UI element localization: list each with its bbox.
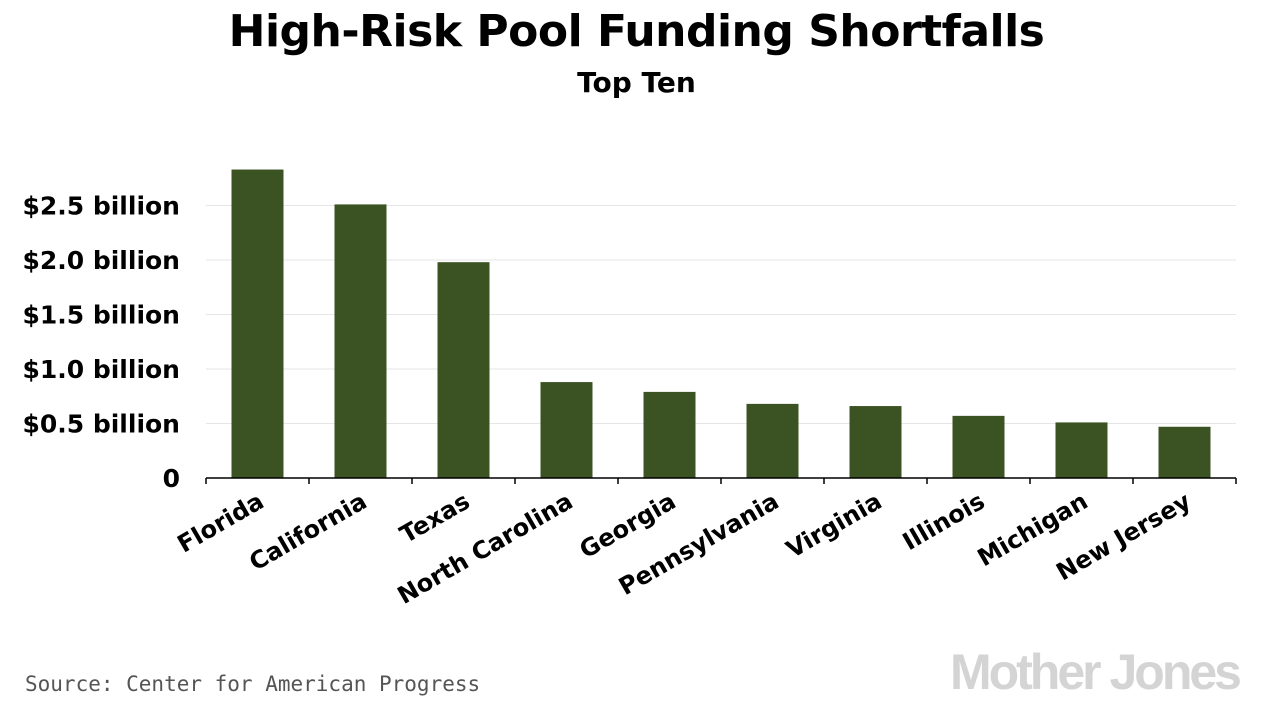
bar [849,406,902,478]
source-note: Source: Center for American Progress [25,672,481,696]
y-tick-label: 0 [163,464,180,493]
x-tick-label: California [244,487,371,577]
bar [746,403,799,478]
x-tick-label: North Carolina [393,487,578,610]
x-tick-label: Virginia [781,487,886,564]
x-axis [205,477,1237,484]
brand-logo: Mother Jones [949,644,1242,700]
x-tick-label: Texas [395,487,474,549]
bar [231,169,284,478]
y-tick-label: $2.0 billion [22,246,180,275]
bars [231,169,1211,478]
bar [643,391,696,478]
y-tick-label: $0.5 billion [22,410,180,439]
y-tick-label: $1.5 billion [22,301,180,330]
y-tick-label: $2.5 billion [22,192,180,221]
bar [1055,422,1108,478]
bar [1158,426,1211,478]
chart-title: High-Risk Pool Funding Shortfalls [228,6,1045,57]
bar [334,204,387,478]
bar [540,382,593,478]
chart-subtitle: Top Ten [577,66,696,99]
bar [952,415,1005,478]
bar [437,262,490,478]
y-tick-label: $1.0 billion [22,355,180,384]
y-tick-labels: 0 $0.5 billion $1.0 billion $1.5 billion $2.… [22,192,180,494]
